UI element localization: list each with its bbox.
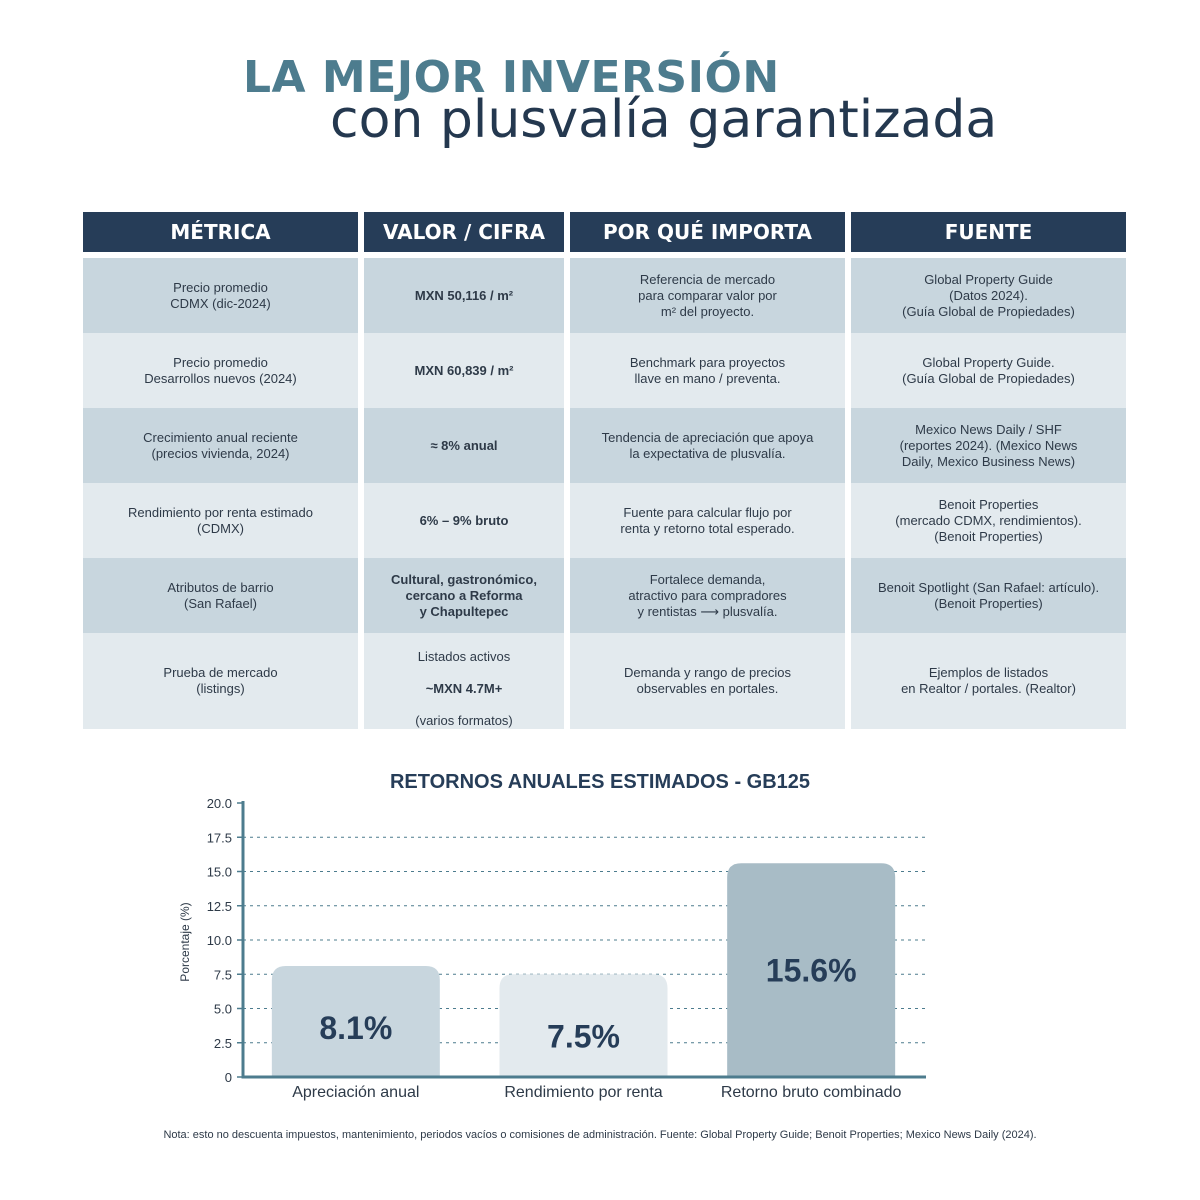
value-cell-amount: ~MXN 4.7M+ [425, 681, 503, 696]
y-tick-label: 17.5 [207, 830, 232, 845]
bar [499, 974, 668, 1077]
chart-title: RETORNOS ANUALES ESTIMADOS - GB125 [390, 771, 810, 793]
y-tick-label: 7.5 [214, 967, 232, 982]
source-cell: Global Property Guide (Datos 2024). (Guí… [851, 258, 1126, 333]
x-tick-label: Apreciación anual [292, 1084, 419, 1101]
value-cell: Cultural, gastronómico, cercano a Reform… [364, 558, 564, 633]
x-tick-label: Retorno bruto combinado [721, 1084, 902, 1101]
metric-cell: Precio promedio Desarrollos nuevos (2024… [83, 333, 358, 408]
x-tick-label: Rendimiento por renta [504, 1084, 662, 1101]
value-cell: MXN 50,116 / m² [364, 258, 564, 333]
page-subtitle: con plusvalía garantizada [330, 90, 998, 150]
table-header-row: MÉTRICA VALOR / CIFRA POR QUÉ IMPORTA FU… [83, 212, 1126, 258]
source-cell: Benoit Spotlight (San Rafael: artículo).… [851, 558, 1126, 633]
why-cell: Demanda y rango de precios observables e… [570, 633, 845, 729]
chart-container: RETORNOS ANUALES ESTIMADOS - GB125 Porce… [0, 740, 1200, 1120]
footnote: Nota: esto no descuenta impuestos, mante… [163, 1129, 1037, 1141]
axes: 0 2.5 5.0 7.5 10.0 12.5 15.0 17.5 20.0 Apreciació… [207, 796, 926, 1101]
y-tick-label: 0 [225, 1070, 232, 1085]
why-cell: Benchmark para proyectos llave en mano /… [570, 333, 845, 408]
bars: 8.1% 7.5% 15.6% [271, 863, 896, 1077]
source-cell: Ejemplos de listados en Realtor / portal… [851, 633, 1126, 729]
value-cell: MXN 60,839 / m² [364, 333, 564, 408]
metric-cell: Crecimiento anual reciente (precios vivi… [83, 408, 358, 483]
table-row: Crecimiento anual reciente (precios vivi… [83, 408, 1126, 483]
why-cell: Fortalece demanda, atractivo para compra… [570, 558, 845, 633]
y-tick-label: 12.5 [207, 899, 232, 914]
value-cell-prefix: Listados activos [417, 649, 511, 664]
y-tick-label: 2.5 [214, 1036, 232, 1051]
column-header-metrica: MÉTRICA [83, 212, 358, 258]
data-label: 15.6% [766, 952, 857, 988]
returns-bar-chart: RETORNOS ANUALES ESTIMADOS - GB125 Porce… [178, 771, 926, 1101]
metric-cell: Precio promedio CDMX (dic-2024) [83, 258, 358, 333]
column-header-valor: VALOR / CIFRA [364, 212, 564, 258]
column-header-fuente: FUENTE [851, 212, 1126, 258]
metrics-table: MÉTRICA VALOR / CIFRA POR QUÉ IMPORTA FU… [77, 212, 1132, 729]
why-cell: Tendencia de apreciación que apoya la ex… [570, 408, 845, 483]
metric-cell: Atributos de barrio (San Rafael) [83, 558, 358, 633]
data-label: 8.1% [319, 1010, 392, 1046]
value-cell: Listados activos ~MXN 4.7M+ (varios form… [364, 633, 564, 729]
table-row: Precio promedio Desarrollos nuevos (2024… [83, 333, 1126, 408]
y-tick-label: 15.0 [207, 865, 232, 880]
source-cell: Benoit Properties (mercado CDMX, rendimi… [851, 483, 1126, 558]
table-row: Rendimiento por renta estimado (CDMX) 6%… [83, 483, 1126, 558]
data-label: 7.5% [547, 1018, 620, 1054]
column-header-por-que-importa: POR QUÉ IMPORTA [570, 212, 845, 258]
metric-cell: Rendimiento por renta estimado (CDMX) [83, 483, 358, 558]
source-cell: Global Property Guide. (Guía Global de P… [851, 333, 1126, 408]
y-tick-label: 10.0 [207, 933, 232, 948]
metric-cell: Prueba de mercado (listings) [83, 633, 358, 729]
y-tick-label: 5.0 [214, 1002, 232, 1017]
why-cell: Referencia de mercado para comparar valo… [570, 258, 845, 333]
why-cell: Fuente para calcular flujo por renta y r… [570, 483, 845, 558]
page-title: LA MEJOR INVERSIÓN [243, 52, 780, 103]
source-cell: Mexico News Daily / SHF (reportes 2024).… [851, 408, 1126, 483]
y-axis-label: Porcentaje (%) [178, 902, 192, 981]
table-row: Precio promedio CDMX (dic-2024) MXN 50,1… [83, 258, 1126, 333]
y-tick-label: 20.0 [207, 796, 232, 811]
value-cell: ≈ 8% anual [364, 408, 564, 483]
value-cell: 6% – 9% bruto [364, 483, 564, 558]
table-row: Atributos de barrio (San Rafael) Cultura… [83, 558, 1126, 633]
bar [727, 863, 896, 1077]
value-cell-suffix: (varios formatos) [415, 713, 513, 728]
table-row: Prueba de mercado (listings) Listados ac… [83, 633, 1126, 729]
bar [271, 966, 440, 1077]
